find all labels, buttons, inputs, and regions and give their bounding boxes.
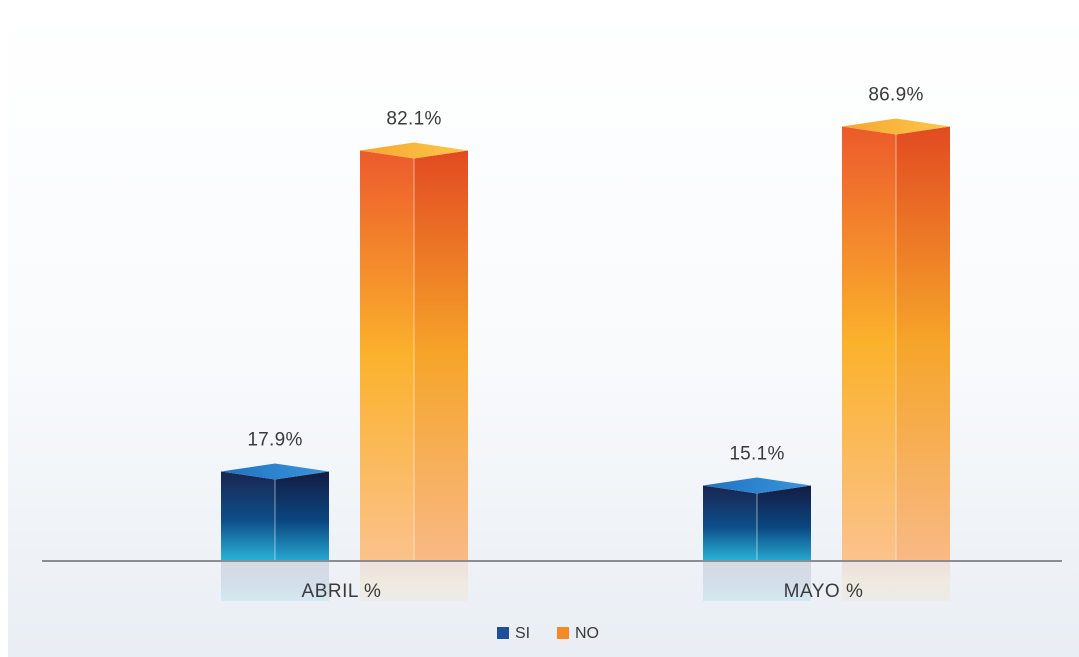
legend: SI NO bbox=[497, 625, 599, 642]
bar-no-mayo bbox=[842, 118, 950, 601]
bar-si-abril-top-face bbox=[221, 463, 329, 480]
bar-no-mayo-side-face bbox=[896, 126, 950, 561]
chart-frame: 17.9% 82.1% ABRIL % 15.1% 86.9% MAYO % SI NO bbox=[8, 8, 1079, 657]
x-tick-label-abril: ABRIL % bbox=[302, 581, 382, 602]
bar-no-mayo-top-face bbox=[842, 118, 950, 135]
bar-si-abril-reflection bbox=[221, 561, 329, 601]
bar-chart: 17.9% 82.1% ABRIL % 15.1% 86.9% MAYO % SI NO bbox=[42, 85, 1062, 642]
bar-no-abril bbox=[360, 142, 468, 601]
bar-no-abril-top-face bbox=[360, 142, 468, 159]
bar-si-mayo-top-face bbox=[703, 477, 811, 494]
data-label-si-abril: 17.9% bbox=[247, 430, 302, 451]
bar-no-abril-front-face bbox=[360, 150, 414, 561]
data-label-no-mayo: 86.9% bbox=[868, 85, 923, 106]
legend-swatch-no bbox=[557, 627, 569, 639]
data-label-si-mayo: 15.1% bbox=[729, 444, 784, 465]
bar-no-abril-reflection bbox=[360, 561, 468, 601]
bar-no-mayo-front-face bbox=[842, 126, 896, 561]
legend-label-si: SI bbox=[515, 625, 530, 642]
bar-si-mayo bbox=[703, 477, 811, 601]
bar-no-mayo-reflection bbox=[842, 561, 950, 601]
bar-si-mayo-side-face bbox=[757, 485, 811, 561]
legend-label-no: NO bbox=[575, 625, 599, 642]
legend-swatch-si bbox=[497, 627, 509, 639]
bar-no-abril-side-face bbox=[414, 150, 468, 561]
data-label-no-abril: 82.1% bbox=[386, 109, 441, 130]
bar-si-abril-front-face bbox=[221, 471, 275, 561]
x-tick-label-mayo: MAYO % bbox=[784, 581, 864, 602]
bar-si-mayo-reflection bbox=[703, 561, 811, 601]
bar-si-abril bbox=[221, 463, 329, 601]
bar-si-abril-side-face bbox=[275, 471, 329, 561]
bar-si-mayo-front-face bbox=[703, 485, 757, 561]
